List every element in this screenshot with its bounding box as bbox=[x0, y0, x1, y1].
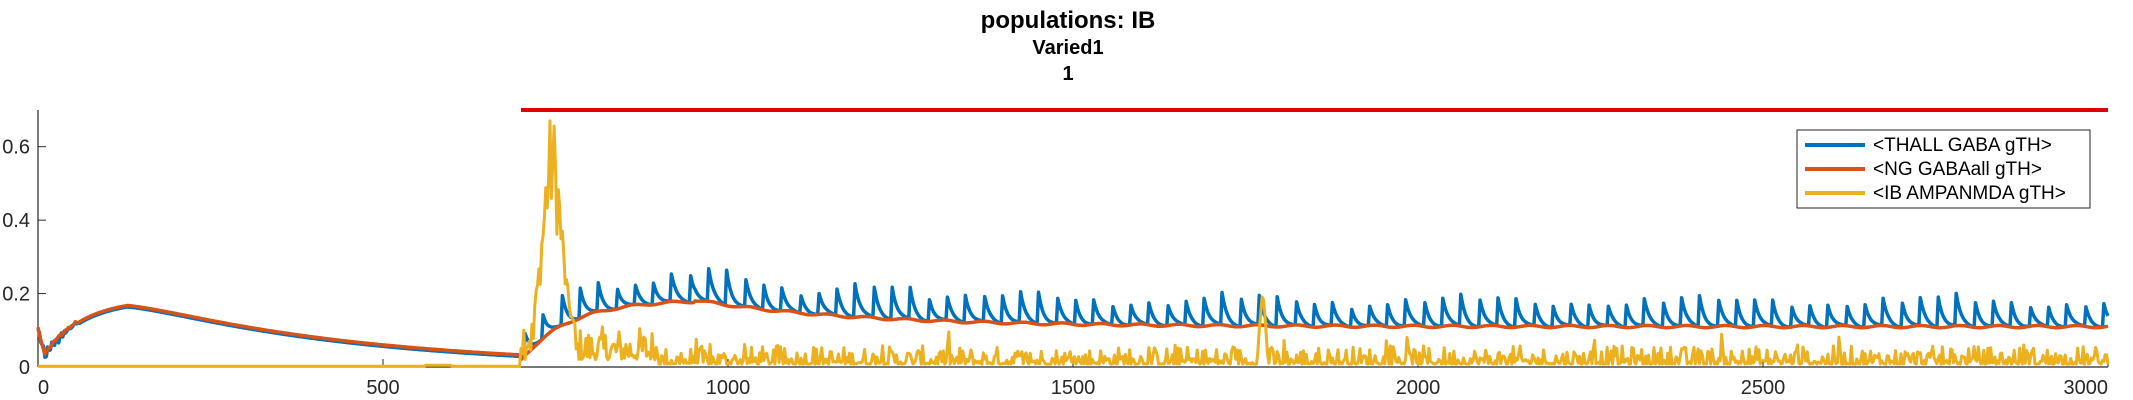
series-line-3 bbox=[37, 119, 2110, 368]
chart-subtitle-1: Varied1 bbox=[1032, 37, 1103, 59]
chart-subtitle-2: 1 bbox=[1062, 63, 1073, 85]
x-tick-label: 3000 bbox=[2064, 377, 2109, 399]
x-tick-label: 1000 bbox=[706, 377, 751, 399]
x-tick-label: 500 bbox=[366, 377, 399, 399]
legend-label: <THALL GABA gTH> bbox=[1873, 135, 2052, 156]
y-tick-label: 0.6 bbox=[2, 137, 30, 159]
y-tick-label: 0 bbox=[19, 357, 30, 379]
x-tick-label: 0 bbox=[38, 377, 49, 399]
x-tick-label: 1500 bbox=[1051, 377, 1096, 399]
x-tick-label: 2500 bbox=[1741, 377, 1786, 399]
y-tick-label: 0.2 bbox=[2, 284, 30, 306]
legend: <THALL GABA gTH> <NG GABAall gTH> <IB AMPA… bbox=[1796, 129, 2091, 209]
legend-label: <NG GABAall gTH> bbox=[1873, 159, 2042, 180]
series-line-2 bbox=[36, 299, 2109, 362]
y-tick-label: 0.4 bbox=[2, 210, 30, 232]
x-tick-label: 2000 bbox=[1396, 377, 1441, 399]
chart-title: populations: IB bbox=[981, 7, 1156, 34]
legend-label: <IB AMPANMDA gTH> bbox=[1873, 183, 2066, 204]
plot-lines bbox=[36, 119, 2110, 368]
